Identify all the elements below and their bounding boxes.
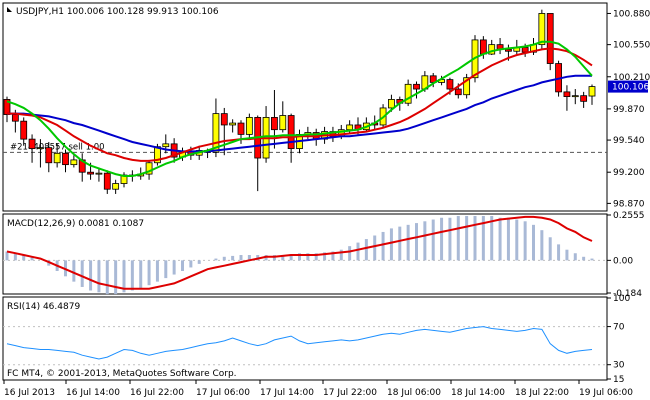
price-title: USDJPY,H1 100.006 100.128 99.913 100.106 — [16, 7, 219, 17]
time-tick-label: 16 Jul 22:00 — [130, 388, 184, 398]
candle-body — [546, 13, 554, 64]
rsi-tick-label: 70 — [613, 323, 625, 333]
candle-body — [145, 162, 153, 175]
candle-body — [388, 99, 395, 109]
price-panel-title: USDJPY,H1 100.006 100.128 99.913 100.106 — [7, 7, 219, 17]
candle-body — [588, 86, 596, 97]
rsi-line — [6, 326, 593, 360]
candle-body — [287, 115, 295, 149]
candle-body — [62, 152, 69, 166]
candle-body — [70, 159, 78, 166]
candle-body — [271, 116, 278, 131]
candle-body — [245, 116, 253, 135]
time-axis: 16 Jul 2013 16 Jul 14:00 16 Jul 22:00 17 Ju… — [3, 380, 633, 398]
time-tick-label: 18 Jul 22:00 — [515, 388, 569, 398]
macd-tick-label: 0.2555 — [613, 211, 645, 221]
candle-body — [53, 152, 61, 164]
rsi-tick-label: 100 — [613, 294, 630, 304]
price-tick-label: 99.870 — [613, 105, 645, 115]
candle-body — [237, 122, 245, 135]
candle-body — [521, 47, 529, 53]
time-tick-label: 18 Jul 06:00 — [387, 388, 441, 398]
macd-tick-label: 0.00 — [613, 256, 633, 266]
time-tick-label: 16 Jul 2013 — [4, 388, 55, 398]
macd-signal-line — [6, 215, 593, 290]
time-tick-label: 17 Jul 06:00 — [196, 388, 250, 398]
ma-fast-line — [6, 40, 593, 177]
current-price-box — [608, 80, 648, 93]
candle-body — [479, 39, 487, 55]
macd-title: MACD(12,26,9) 0.0081 0.1087 — [7, 219, 144, 229]
candle-body — [404, 83, 412, 104]
price-tick-label: 99.200 — [613, 168, 645, 178]
candle-body — [45, 147, 53, 164]
price-axis: 100.880 100.550 100.210 99.870 99.540 99.200 9… — [607, 9, 650, 209]
expand-arrow-icon — [7, 7, 12, 12]
price-tick-label: 100.880 — [613, 9, 650, 19]
candle-body — [112, 183, 120, 190]
candle-body — [413, 83, 420, 90]
time-tick-label: 16 Jul 14:00 — [66, 388, 120, 398]
candle-body — [463, 77, 471, 96]
candle-body — [454, 88, 462, 96]
rsi-title: RSI(14) 46.4879 — [7, 302, 80, 312]
rsi-tick-label: 30 — [613, 361, 625, 371]
ma-slow-line — [7, 74, 592, 153]
candle-body — [212, 113, 220, 153]
rsi-panel[interactable]: RSI(14) 46.4879 FC MT4, © 2001-2013, Met… — [2, 296, 608, 381]
price-tick-label: 98.870 — [613, 199, 645, 209]
macd-tick-label: -0.184 — [613, 289, 642, 299]
macd-histogram — [5, 215, 594, 295]
candle-body — [162, 143, 170, 148]
candle-body — [563, 91, 571, 98]
macd-axis: 0.2555 0.00 -0.184 — [607, 211, 645, 299]
candle-body — [20, 120, 28, 140]
candle-body — [571, 95, 579, 98]
candle-body — [446, 79, 454, 90]
candle-body — [220, 113, 228, 126]
candle-body — [95, 172, 103, 175]
candle-body — [580, 95, 588, 102]
candle-body — [488, 44, 496, 55]
candle-body — [87, 171, 94, 175]
time-tick-label: 19 Jul 06:00 — [579, 388, 633, 398]
current-price-label: 100.106 — [612, 83, 649, 93]
price-panel[interactable]: #214408557 sell 1.00 USDJPY,H1 100.006 1… — [2, 2, 608, 212]
candle-body — [346, 124, 354, 131]
candle-body — [28, 138, 36, 149]
rsi-grid — [3, 326, 607, 366]
candle-body — [37, 147, 44, 150]
candle-body — [279, 115, 287, 131]
price-tick-label: 100.210 — [613, 73, 650, 83]
candle-body — [538, 13, 546, 46]
candle-body — [229, 122, 237, 126]
price-tick-label: 99.540 — [613, 136, 645, 146]
price-tick-label: 100.550 — [613, 41, 650, 51]
time-tick-label: 17 Jul 22:00 — [323, 388, 377, 398]
rsi-tick-label: 15 — [613, 375, 624, 385]
time-tick-label: 18 Jul 14:00 — [451, 388, 505, 398]
rsi-axis: 100 70 30 15 — [607, 294, 630, 385]
macd-panel[interactable]: MACD(12,26,9) 0.0081 0.1087 — [2, 213, 608, 295]
candle-body — [11, 114, 19, 122]
time-tick-label: 17 Jul 14:00 — [260, 388, 314, 398]
copyright: FC MT4, © 2001-2013, MetaQuotes Software… — [7, 369, 237, 379]
candle-body — [103, 172, 111, 190]
